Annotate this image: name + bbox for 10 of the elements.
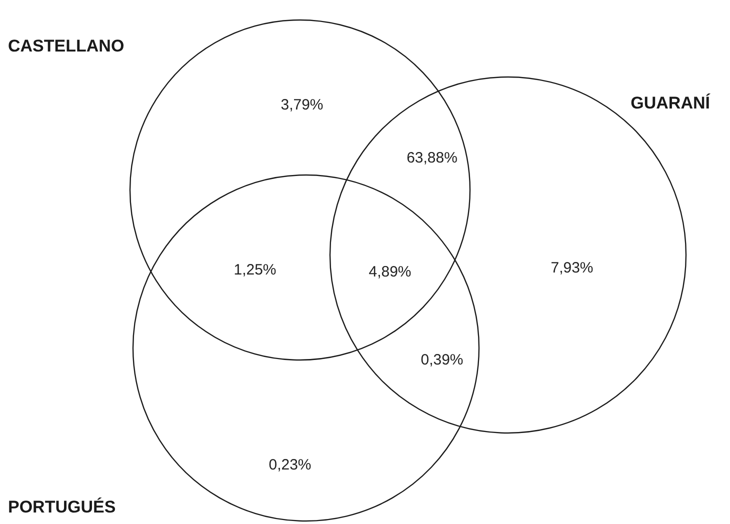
data-label: 4,89% — [368, 264, 412, 280]
text: PORTUGUÉS — [8, 496, 116, 516]
data-label: 0,23% — [268, 456, 312, 474]
data-label: 1,25% — [234, 262, 276, 278]
data-label: 3,79% — [280, 96, 324, 114]
data-label: 0,39% — [420, 352, 464, 368]
text: GUARANÍ — [630, 92, 712, 112]
data-label: 7,93% — [550, 260, 594, 276]
text: CASTELLANO — [8, 36, 124, 56]
data-label: 63,88% — [406, 150, 458, 166]
